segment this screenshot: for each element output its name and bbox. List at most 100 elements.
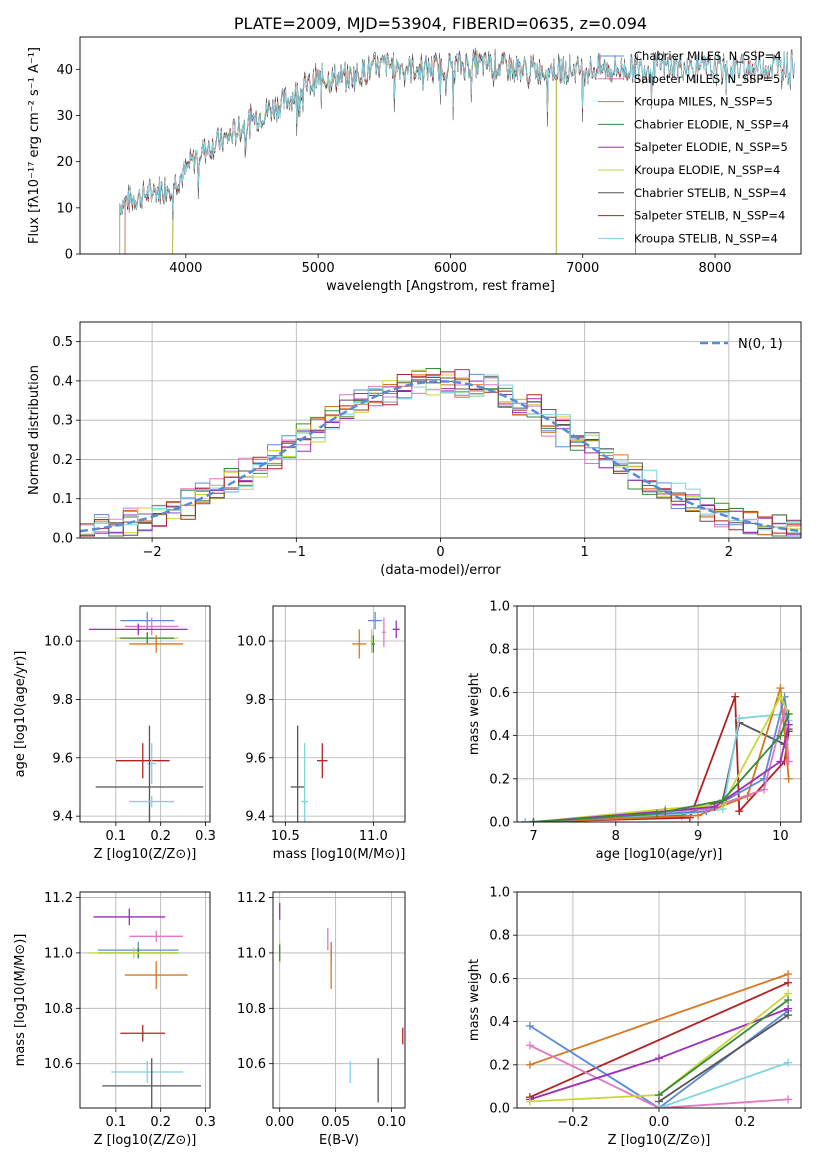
- x-tick-label: 9: [694, 829, 702, 844]
- x-tick-label: −1: [287, 545, 306, 560]
- histogram-step: [80, 376, 801, 537]
- data-point: [111, 1060, 184, 1084]
- plot-area: [290, 611, 400, 822]
- y-axis-label: mass weight: [467, 959, 482, 1041]
- y-tick-label: 10.6: [237, 1057, 266, 1072]
- x-axis-label: Z [log10(Z/Z⊙)]: [94, 847, 197, 862]
- weight-marker: [784, 978, 793, 987]
- data-point: [301, 743, 309, 822]
- y-axis-label: mass weight: [467, 673, 482, 755]
- data-point: [147, 743, 157, 785]
- panel-6: 0.00 0.05 0.10 10.6 10.8 11.0 11.2 E(B-V): [237, 891, 406, 1148]
- histogram-step: [80, 374, 801, 535]
- data-point: [124, 617, 179, 636]
- y-tick-label: 9.8: [245, 693, 266, 708]
- data-point: [88, 623, 188, 636]
- weight-marker: [525, 1041, 534, 1050]
- weight-line: [533, 687, 790, 822]
- x-tick-label: 5000: [302, 261, 335, 276]
- weight-line: [533, 696, 790, 822]
- weight-marker: [784, 774, 793, 783]
- x-tick-label: 0: [436, 545, 444, 560]
- weight-line: [658, 1061, 789, 1108]
- data-point: [290, 725, 305, 822]
- y-tick-label: 0.4: [489, 729, 510, 744]
- plot-area: [525, 970, 793, 1108]
- x-tick-label: 2: [725, 545, 733, 560]
- x-tick-label: 0.05: [321, 1115, 350, 1130]
- chart-title: PLATE=2009, MJD=53904, FIBERID=0635, z=0…: [234, 14, 647, 33]
- data-point: [129, 635, 184, 653]
- y-tick-label: 0.2: [489, 1058, 510, 1073]
- axes-frame: [79, 891, 211, 1109]
- plot-area: [279, 903, 404, 1103]
- x-tick-label: 10.5: [271, 829, 300, 844]
- weight-line: [525, 721, 790, 822]
- axes-frame: [516, 605, 802, 823]
- y-tick-label: 20: [56, 155, 73, 170]
- weight-line: [658, 1014, 789, 1103]
- y-tick-label: 0.0: [489, 1102, 510, 1117]
- y-tick-label: 0.1: [52, 492, 73, 507]
- x-tick-label: 0.3: [195, 829, 216, 844]
- panel-2: 0.1 0.2 0.3 9.4 9.6 9.8 10.0 Z [log10(Z/Z⊙)] age…: [13, 605, 216, 862]
- weight-marker: [735, 807, 744, 816]
- x-axis-label: wavelength [Angstrom, rest frame]: [326, 279, 555, 294]
- weight-marker: [652, 809, 661, 818]
- x-tick-label: 6000: [434, 261, 467, 276]
- weight-marker: [525, 1060, 534, 1069]
- y-tick-label: 11.2: [44, 891, 73, 906]
- y-tick-label: 9.4: [52, 810, 73, 825]
- weight-marker: [784, 1058, 793, 1067]
- y-tick-label: 10: [56, 201, 73, 216]
- data-point: [120, 632, 175, 644]
- panel-4: 7 8 9 10 0.0 0.2 0.4 0.6 0.8 1.0 age [log10(age/yr…: [467, 600, 802, 862]
- x-tick-label: 4000: [169, 261, 202, 276]
- spectrum-line: [172, 52, 557, 254]
- data-point: [129, 795, 175, 808]
- y-tick-label: 0.5: [52, 335, 73, 350]
- weight-line: [658, 999, 789, 1096]
- y-tick-label: 10.0: [44, 635, 73, 650]
- weight-line: [525, 696, 790, 822]
- weight-marker: [784, 996, 793, 1004]
- x-tick-label: 0.0: [649, 1115, 670, 1130]
- y-axis-label: Flux [fλ10⁻¹⁷ erg cm⁻² s⁻¹ A⁻¹]: [27, 47, 42, 244]
- y-tick-label: 10.8: [44, 1002, 73, 1017]
- weight-marker: [525, 1097, 534, 1106]
- weight-marker: [784, 757, 793, 766]
- y-tick-label: 0.2: [52, 453, 73, 468]
- x-tick-label: 10: [772, 829, 789, 844]
- x-axis-label: mass [log10(M/M⊙)]: [273, 847, 406, 862]
- panel-7: −0.2 0.0 0.2 0.0 0.2 0.4 0.6 0.8 1.0 Z [log10(Z/Z…: [467, 886, 802, 1148]
- x-tick-label: 8: [612, 829, 620, 844]
- legend-entry: N(0, 1): [738, 337, 783, 352]
- y-tick-label: 1.0: [489, 886, 510, 901]
- y-tick-label: 11.2: [237, 891, 266, 906]
- histogram-step: [80, 371, 801, 537]
- plot-area: [119, 47, 795, 254]
- plot-area: [521, 684, 793, 822]
- weight-marker: [735, 714, 744, 723]
- data-point: [93, 908, 166, 926]
- y-tick-label: 0.0: [52, 532, 73, 547]
- legend-entry: Salpeter MILES, N_SSP=5: [634, 72, 780, 86]
- y-tick-label: 10.6: [44, 1057, 73, 1072]
- axes-frame: [272, 605, 406, 823]
- spectrum-line: [172, 52, 557, 254]
- x-tick-label: 7000: [566, 261, 599, 276]
- weight-marker: [731, 692, 740, 701]
- weight-marker: [694, 811, 703, 820]
- y-tick-label: 9.6: [52, 751, 73, 766]
- data-point: [352, 629, 367, 659]
- data-point: [88, 947, 179, 959]
- y-tick-label: 0.6: [489, 686, 510, 701]
- data-point: [115, 743, 170, 779]
- legend-entry: Kroupa MILES, N_SSP=5: [634, 95, 773, 109]
- y-tick-label: 0: [65, 248, 73, 263]
- plot-area: [88, 611, 204, 822]
- y-tick-label: 9.8: [52, 693, 73, 708]
- y-tick-label: 11.0: [237, 946, 266, 961]
- spectrum-line: [119, 53, 795, 254]
- weight-marker: [529, 818, 538, 822]
